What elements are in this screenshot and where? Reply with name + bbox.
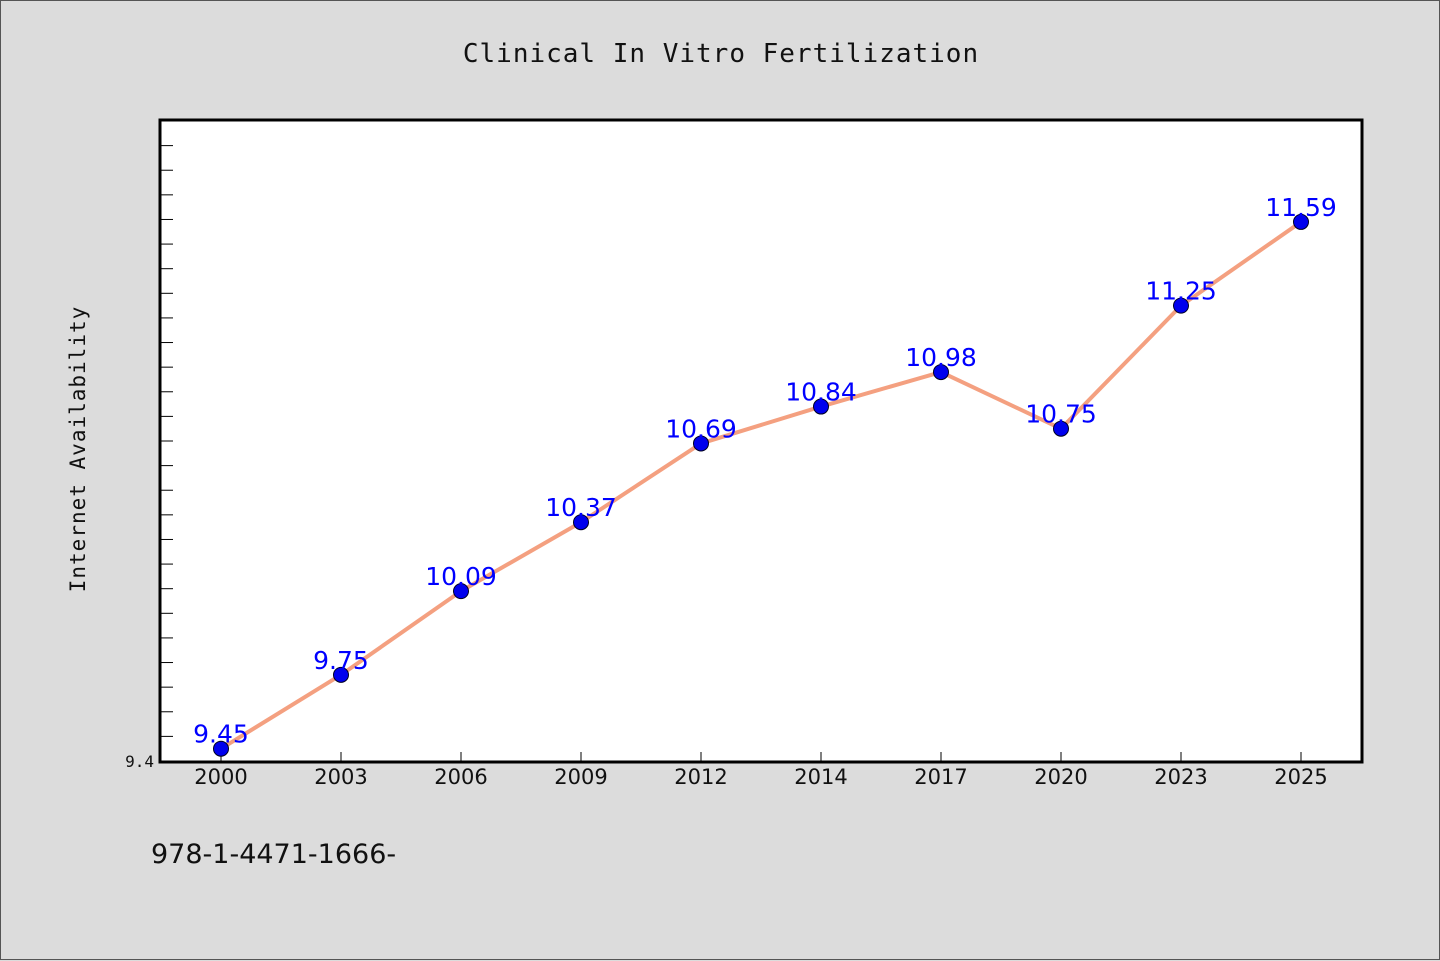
chart-title: Clinical In Vitro Fertilization <box>463 39 979 69</box>
data-point <box>813 398 829 415</box>
data-point <box>693 435 709 452</box>
data-label: 9.45 <box>193 720 249 749</box>
x-tick-label: 2025 <box>1274 765 1327 789</box>
x-tick-label: 2014 <box>794 765 847 789</box>
footer-isbn: 978-1-4471-1666- <box>151 839 396 870</box>
x-tick-label: 2020 <box>1034 765 1087 789</box>
data-label: 10.37 <box>545 493 617 522</box>
plot-area <box>158 118 1364 764</box>
y-tick-label: 9.4 <box>125 752 154 771</box>
y-axis-label: Internet Availability <box>66 306 90 593</box>
data-point <box>933 364 949 381</box>
x-tick-label: 2023 <box>1154 765 1207 789</box>
data-label: 10.69 <box>665 414 737 443</box>
data-label: 10.98 <box>905 343 977 372</box>
data-point <box>1053 420 1069 437</box>
data-label: 9.75 <box>313 646 369 675</box>
data-label: 11.59 <box>1265 193 1337 222</box>
data-point <box>213 740 229 757</box>
data-point <box>333 666 349 683</box>
data-label: 11.25 <box>1145 277 1217 306</box>
x-tick-label: 2009 <box>554 765 607 789</box>
series-line <box>219 219 1303 751</box>
x-tick-label: 2000 <box>194 765 247 789</box>
data-point <box>453 583 469 600</box>
data-label: 10.09 <box>425 562 497 591</box>
x-tick-label: 2006 <box>434 765 487 789</box>
x-tick-label: 2003 <box>314 765 367 789</box>
series-group: 9.45 9.75 10.09 10.37 10.69 10.84 10.98 10.75 11… <box>193 193 1337 757</box>
y-axis-ticks: 9.4 <box>125 120 173 771</box>
x-tick-label: 2012 <box>674 765 727 789</box>
data-label: 10.84 <box>785 378 857 407</box>
data-point <box>573 514 589 531</box>
data-point <box>1173 297 1189 314</box>
x-axis-ticks: 2000 2003 2006 2009 2012 2014 2017 2020 2023 2025 <box>194 752 1328 789</box>
x-tick-label: 2017 <box>914 765 967 789</box>
data-label: 10.75 <box>1025 400 1097 429</box>
data-point <box>1293 213 1309 230</box>
